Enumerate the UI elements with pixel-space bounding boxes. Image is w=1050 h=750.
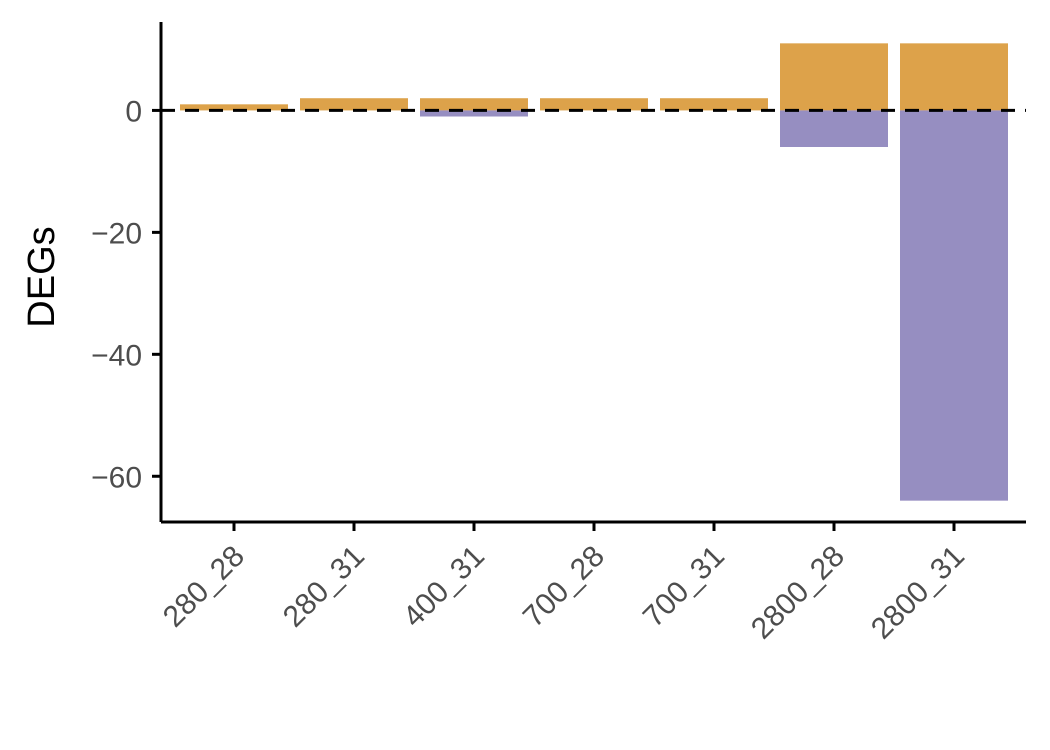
bar-up-700_31 bbox=[660, 98, 768, 111]
y-tick-label: −40 bbox=[91, 339, 142, 372]
y-tick-label: −60 bbox=[91, 461, 142, 494]
bar-up-2800_28 bbox=[780, 43, 888, 111]
y-axis-title: DEGs bbox=[21, 226, 63, 327]
bar-up-700_28 bbox=[540, 98, 648, 111]
x-tick-label-2800_28: 2800_28 bbox=[745, 540, 851, 646]
bar-up-400_31 bbox=[420, 98, 528, 111]
bar-up-2800_31 bbox=[900, 43, 1008, 111]
y-tick-label: −20 bbox=[91, 217, 142, 250]
x-tick-label-2800_31: 2800_31 bbox=[865, 540, 971, 646]
y-tick-label: 0 bbox=[125, 95, 142, 128]
bar-down-2800_31 bbox=[900, 110, 1008, 501]
x-tick-label-280_28: 280_28 bbox=[157, 540, 251, 634]
x-tick-label-400_31: 400_31 bbox=[397, 540, 491, 634]
x-tick-label-700_31: 700_31 bbox=[637, 540, 731, 634]
bar-up-280_28 bbox=[180, 104, 288, 111]
x-tick-label-700_28: 700_28 bbox=[517, 540, 611, 634]
y-axis-ticks: 0 −20 −40 −60 bbox=[91, 95, 161, 494]
bars-layer bbox=[180, 43, 1008, 501]
x-axis-ticks: 280_28 280_31 400_31 700_28 700_31 2800_28 280… bbox=[157, 522, 971, 646]
x-tick-label-280_31: 280_31 bbox=[277, 540, 371, 634]
bar-up-280_31 bbox=[300, 98, 408, 111]
bar-down-400_31 bbox=[420, 110, 528, 117]
bar-down-2800_28 bbox=[780, 110, 888, 147]
